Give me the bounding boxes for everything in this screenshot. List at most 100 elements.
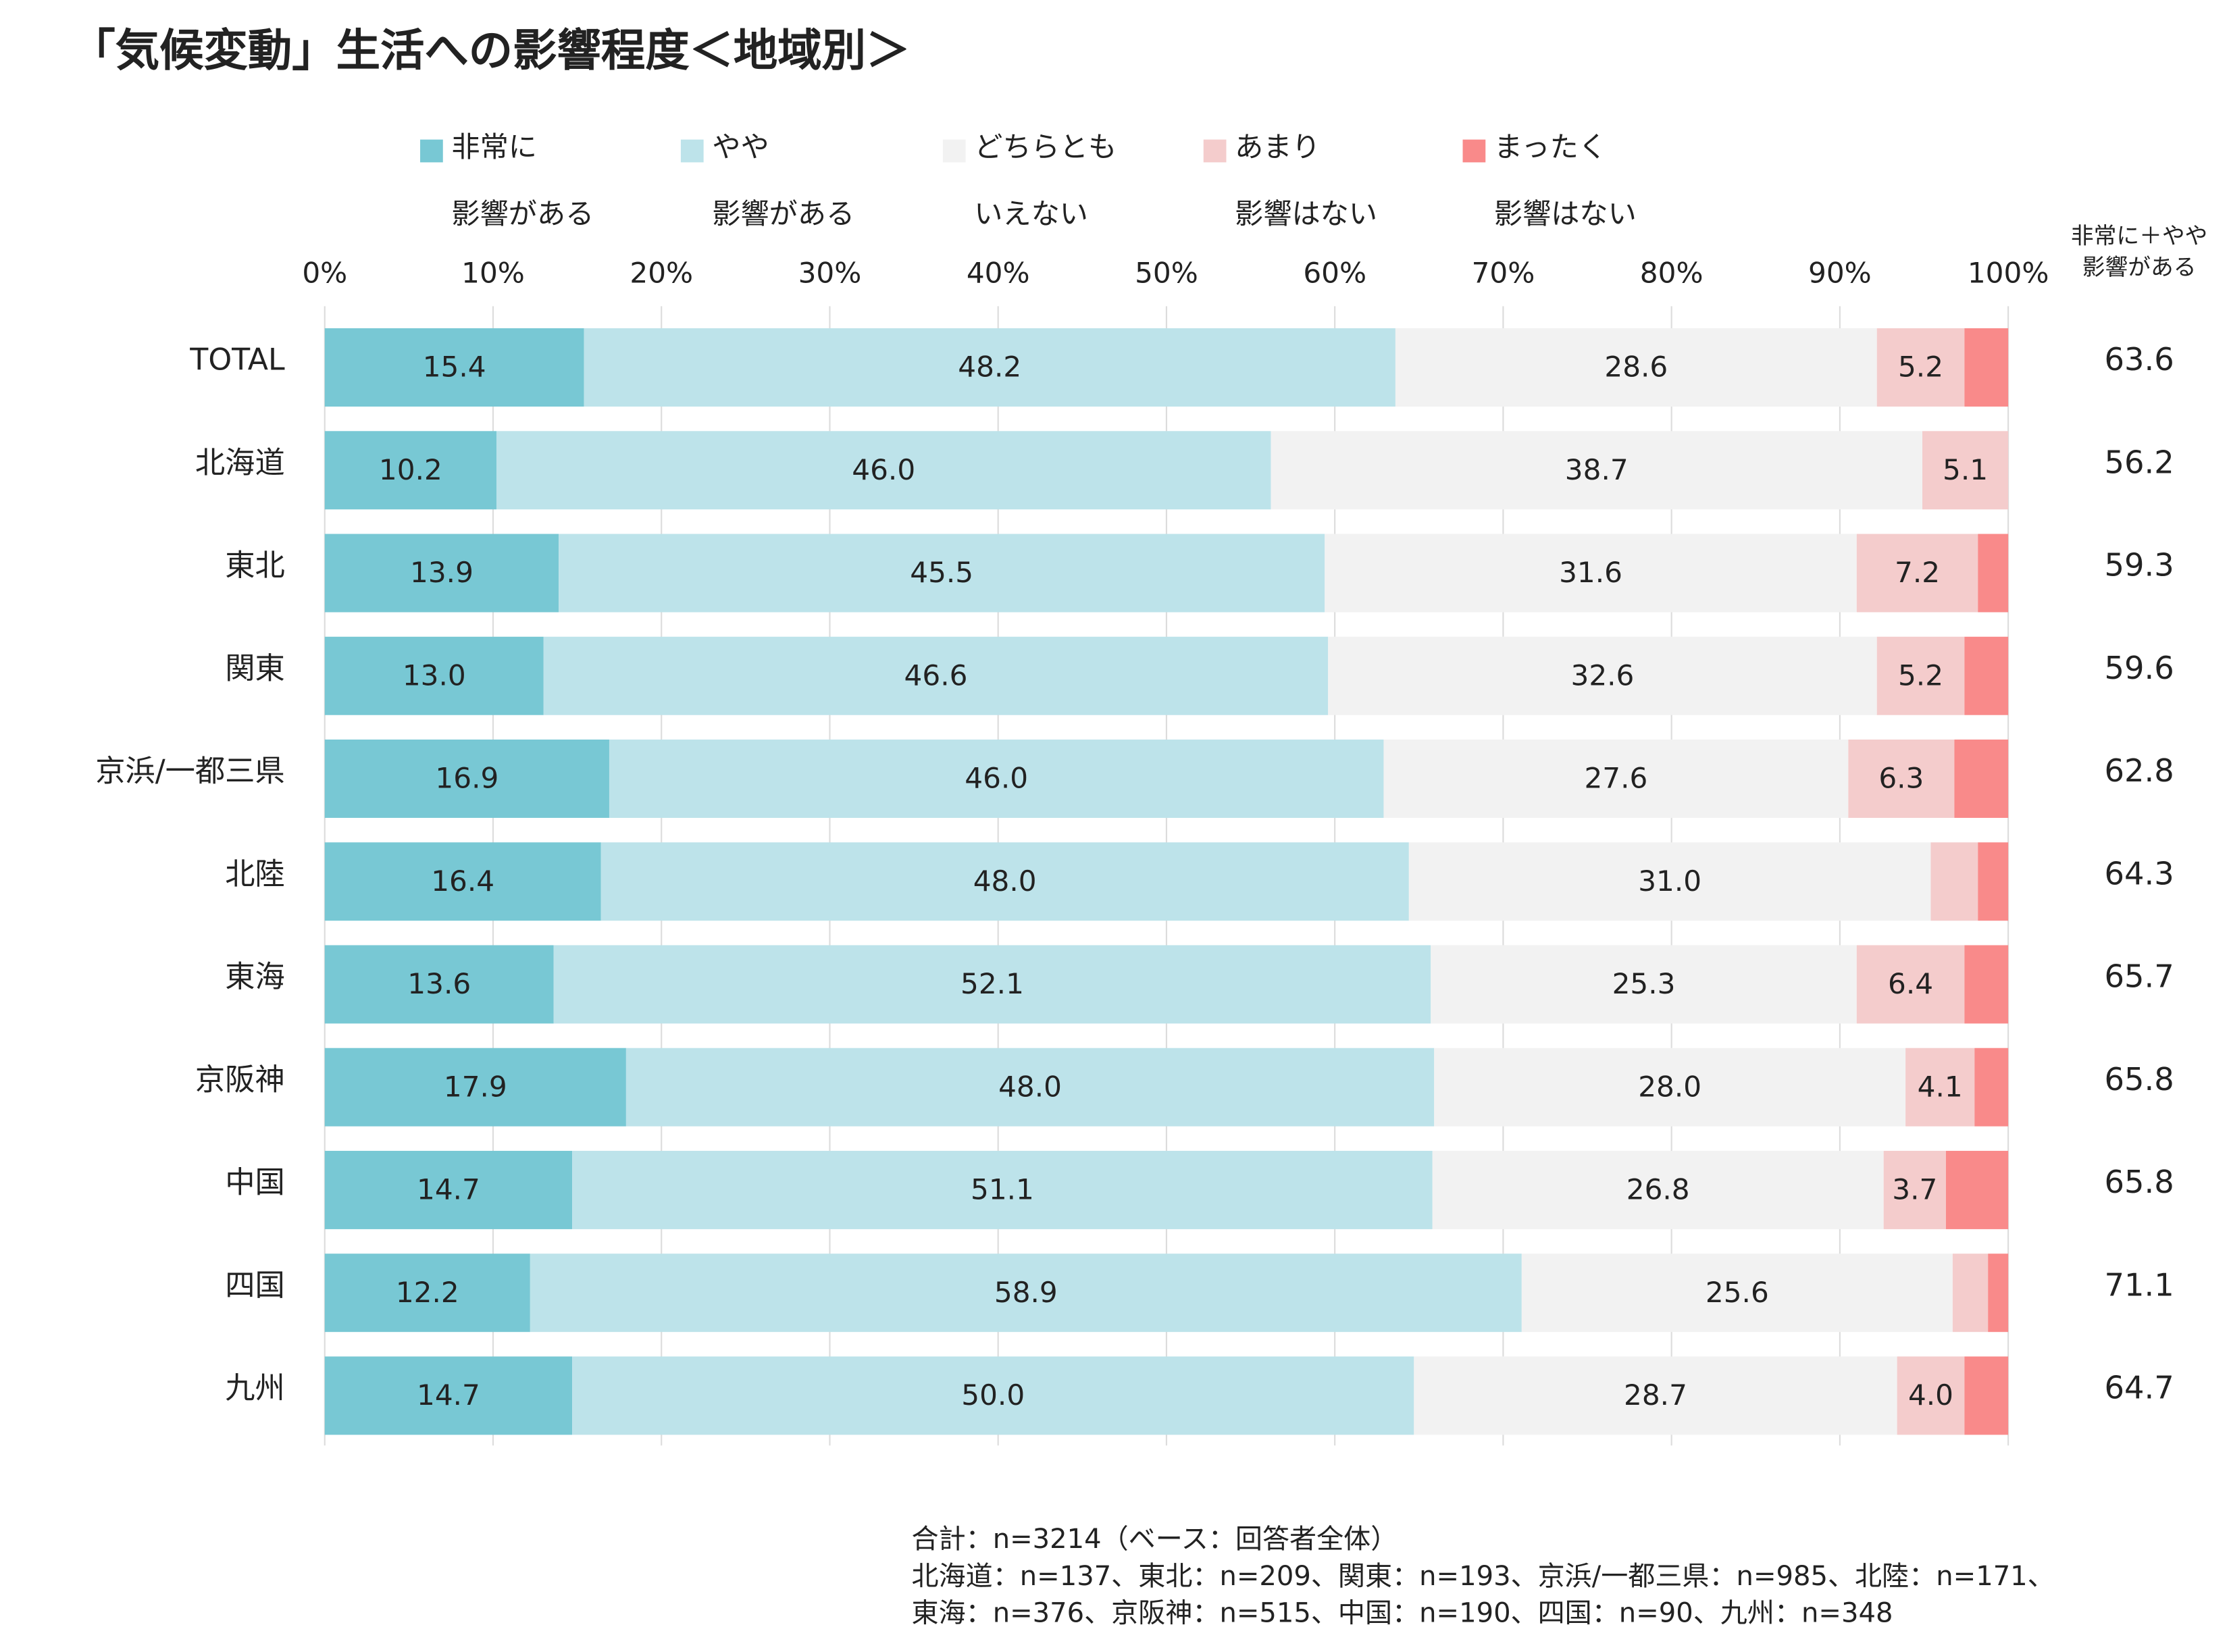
bar-segment <box>584 328 1395 407</box>
bar-segment <box>553 945 1431 1024</box>
bar-segment <box>324 945 554 1024</box>
bar-segment <box>1414 1356 1897 1435</box>
total-label: 65.8 <box>2104 1164 2174 1200</box>
value-label: 17.9 <box>444 1070 507 1103</box>
bar-segment <box>572 1150 1433 1229</box>
bar-segment <box>1432 1150 1884 1229</box>
bar-segment <box>1964 328 2009 407</box>
value-label: 5.1 <box>1943 453 1988 486</box>
total-label: 59.3 <box>2104 547 2174 584</box>
legend-label: どちらとも いえない <box>974 129 1117 231</box>
legend-label: 非常に 影響がある <box>451 129 594 231</box>
value-label: 48.2 <box>958 351 1021 384</box>
value-label: 31.0 <box>1638 864 1701 898</box>
bar-segment <box>1964 945 2009 1024</box>
value-label: 26.8 <box>1626 1173 1690 1206</box>
x-tick-label: 80% <box>1640 256 1703 289</box>
bar-segment <box>1395 328 1877 407</box>
bar-segment <box>324 739 609 818</box>
bar-segment <box>1922 431 2009 510</box>
total-label: 64.7 <box>2104 1369 2174 1405</box>
bar-segment <box>324 534 559 613</box>
bar-segment <box>1964 1356 2009 1435</box>
x-tick-label: 50% <box>1135 256 1198 289</box>
y-tick-label: 関東 <box>225 651 285 686</box>
bar-segment <box>1954 739 2009 818</box>
x-tick-label: 10% <box>461 256 525 289</box>
bar-segment <box>1408 842 1931 921</box>
y-tick-label: 中国 <box>225 1166 285 1200</box>
value-label: 28.7 <box>1624 1378 1687 1412</box>
bar-segment <box>324 1254 530 1333</box>
bar-segment <box>1988 1254 2009 1333</box>
value-label: 25.6 <box>1706 1276 1769 1309</box>
bar-segment <box>1848 739 1955 818</box>
bar-segment <box>1856 534 1978 613</box>
x-tick-label: 70% <box>1472 256 1535 289</box>
value-label: 6.4 <box>1888 967 1933 1000</box>
value-label: 3.7 <box>1892 1173 1937 1206</box>
bar-segment <box>1930 842 1978 921</box>
total-label: 62.8 <box>2104 752 2174 789</box>
bar-segment <box>324 328 584 407</box>
value-label: 52.1 <box>960 967 1024 1000</box>
bar-segment <box>1883 1150 1946 1229</box>
bar-segment <box>324 431 496 510</box>
bar-segment <box>1431 945 1857 1024</box>
value-label: 5.2 <box>1898 351 1943 384</box>
bar-segment <box>1383 739 1849 818</box>
bar-segment <box>1964 636 2009 715</box>
value-label: 14.7 <box>417 1173 480 1206</box>
legend-label: やや 影響がある <box>712 129 855 231</box>
bar-segment <box>530 1254 1522 1333</box>
bar-segment <box>572 1356 1414 1435</box>
bar-segment <box>324 636 544 715</box>
bar-segment <box>1945 1150 2009 1229</box>
y-tick-label: 東海 <box>225 960 285 994</box>
legend-label: あまり 影響はない <box>1235 129 1378 231</box>
y-tick-label: TOTAL <box>189 343 285 378</box>
value-label: 38.7 <box>1565 453 1629 486</box>
value-label: 32.6 <box>1571 659 1635 692</box>
bar-segment <box>625 1048 1435 1127</box>
bar-segment <box>1978 842 2009 921</box>
note-line: 合計：n=3214（ベース：回答者全体） <box>911 1524 1398 1555</box>
value-label: 25.3 <box>1612 967 1676 1000</box>
bar-segment <box>1434 1048 1906 1127</box>
y-tick-label: 四国 <box>225 1268 285 1303</box>
value-label: 48.0 <box>998 1070 1062 1103</box>
value-label: 50.0 <box>961 1378 1025 1412</box>
bar-segment <box>1978 534 2009 613</box>
bar-segment <box>609 739 1384 818</box>
x-tick-label: 0% <box>302 256 347 289</box>
value-label: 10.2 <box>379 453 442 486</box>
bar-segment <box>1974 1048 2009 1127</box>
total-label: 63.6 <box>2104 341 2174 378</box>
y-tick-label: 東北 <box>225 548 285 583</box>
bar-segment <box>324 842 601 921</box>
bar-segment <box>1876 636 1965 715</box>
total-label: 64.3 <box>2104 855 2174 892</box>
value-label: 28.0 <box>1638 1070 1701 1103</box>
value-label: 6.3 <box>1878 762 1924 795</box>
value-label: 16.9 <box>435 762 498 795</box>
bar-segment <box>496 431 1271 510</box>
value-label: 27.6 <box>1584 762 1647 795</box>
legend-swatch <box>942 139 966 163</box>
bar-segment <box>600 842 1409 921</box>
value-label: 16.4 <box>431 864 494 898</box>
y-tick-label: 北海道 <box>195 446 285 480</box>
total-label: 71.1 <box>2104 1266 2174 1303</box>
bar-segment <box>1905 1048 1975 1127</box>
value-label: 45.5 <box>910 556 973 589</box>
value-label: 46.0 <box>852 453 915 486</box>
value-label: 13.9 <box>410 556 473 589</box>
bar-segment <box>1271 431 1923 510</box>
value-label: 13.6 <box>407 967 471 1000</box>
bar-segment <box>1521 1254 1953 1333</box>
legend-label: まったく 影響はない <box>1493 129 1637 231</box>
notes: 合計：n=3214（ベース：回答者全体） 北海道：n=137、東北：n=209、関… <box>912 1521 2055 1632</box>
